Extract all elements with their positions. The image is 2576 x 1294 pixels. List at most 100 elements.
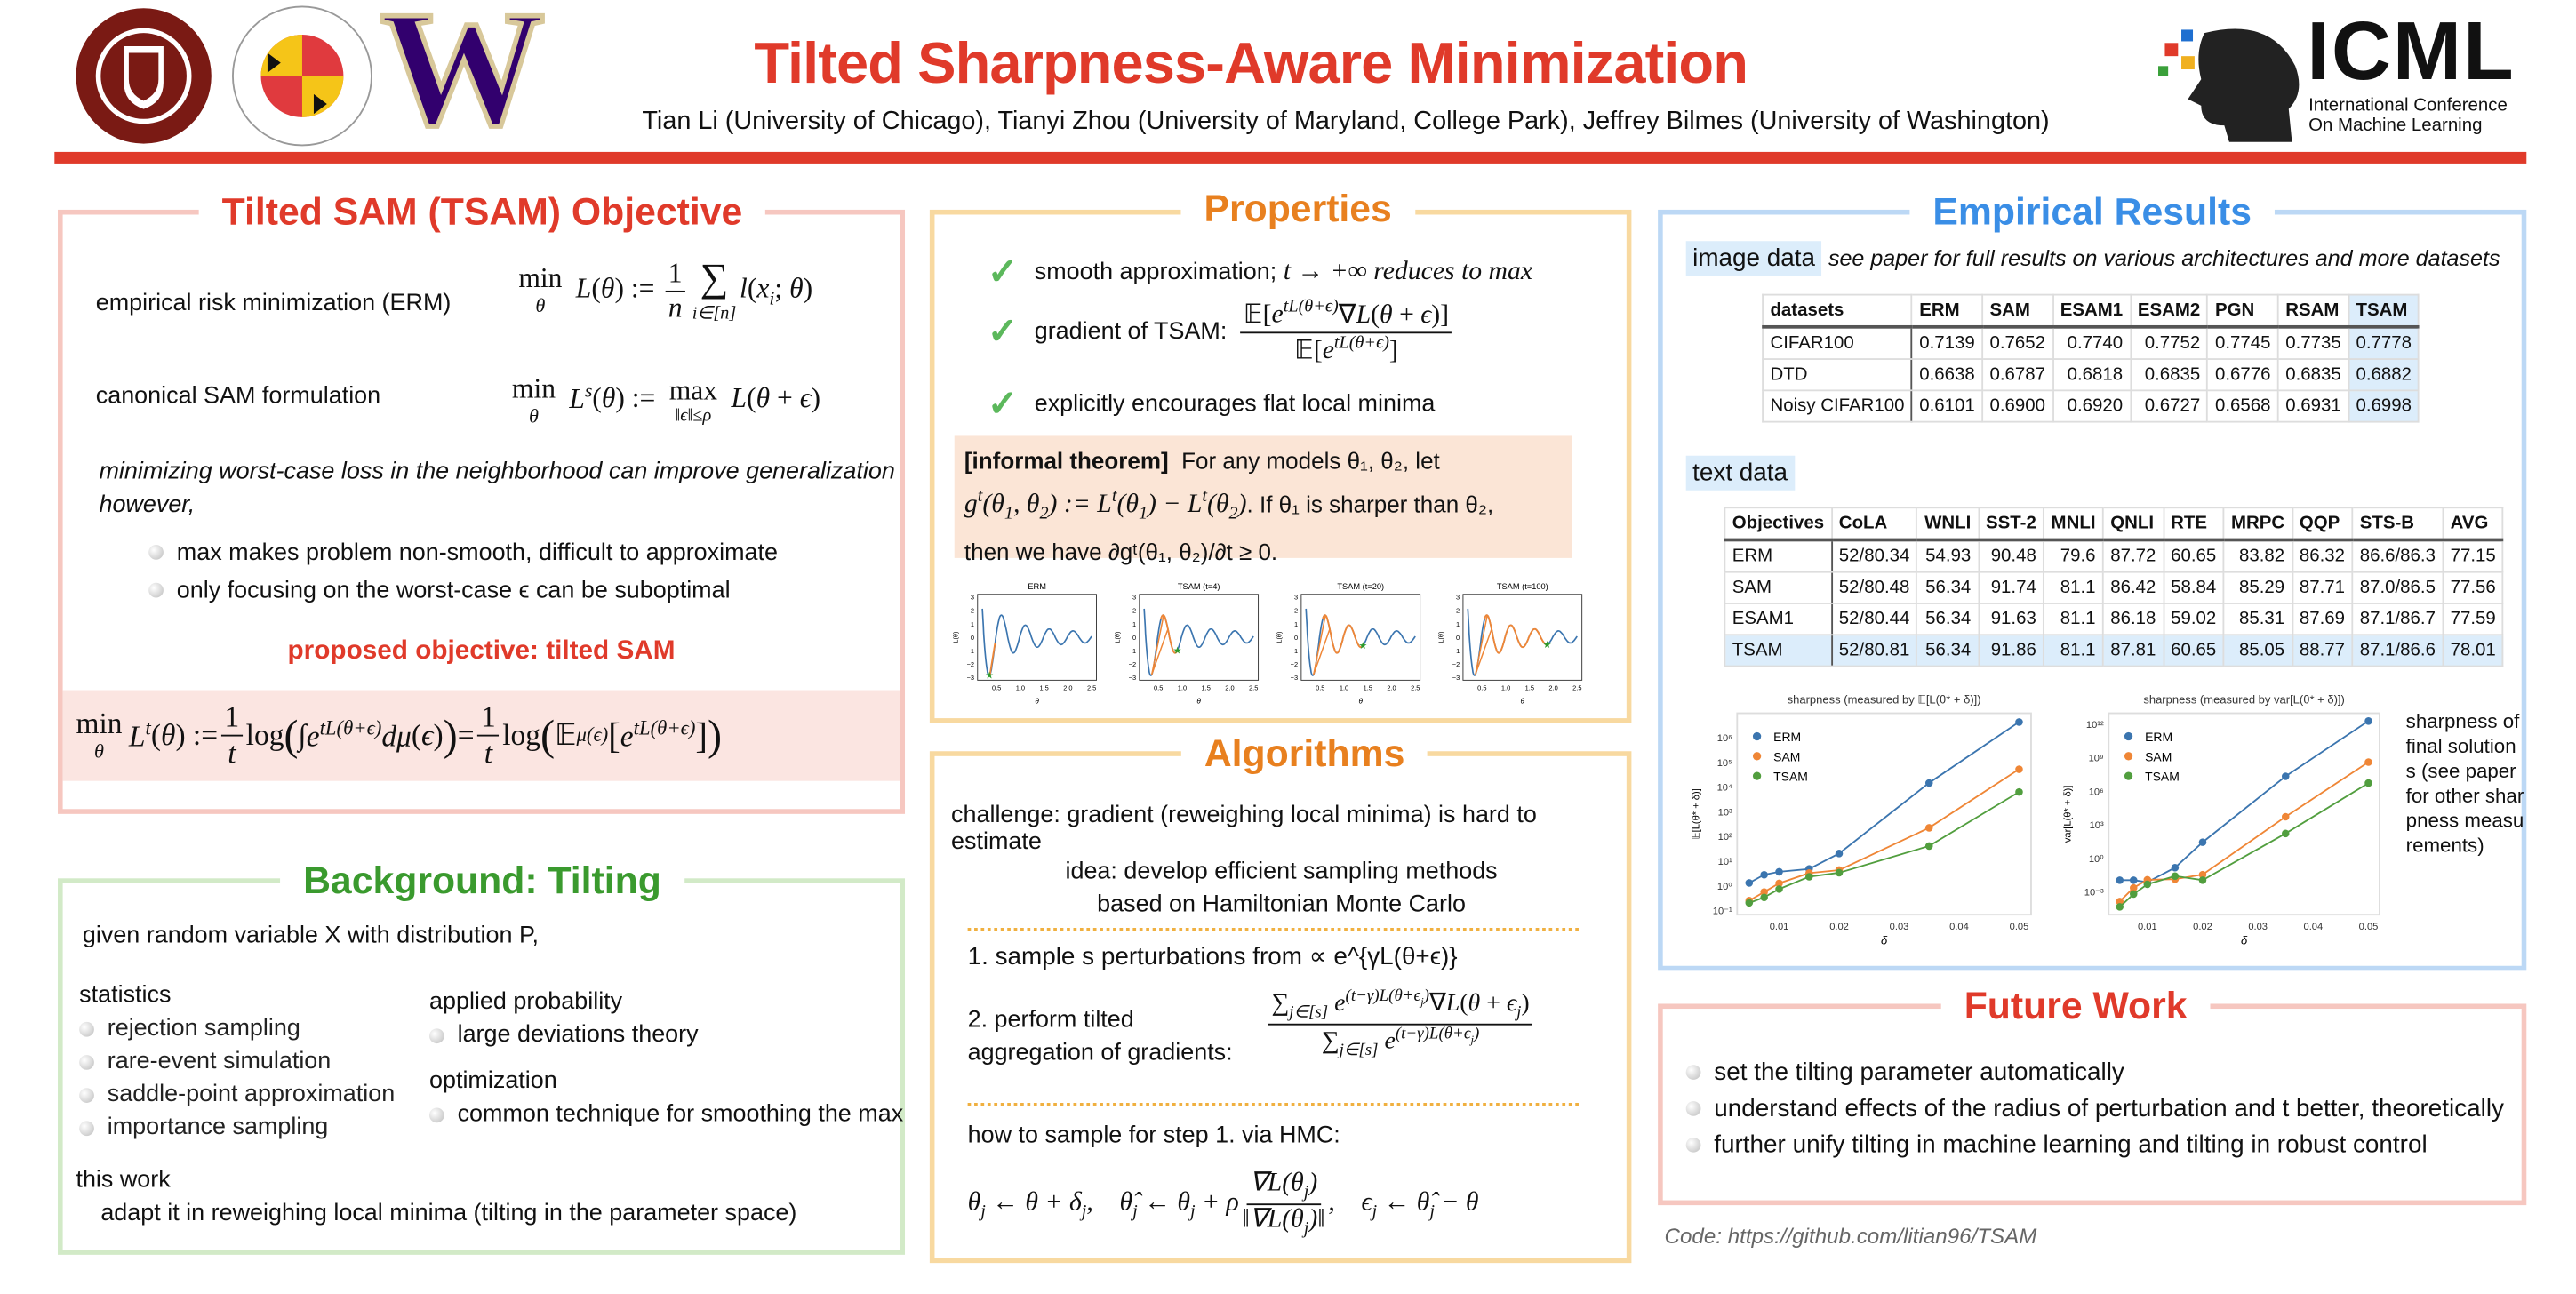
future-work-section: Future Work set the tilting parameter au… xyxy=(1658,984,2527,1206)
y-tick-label: −2 xyxy=(967,660,974,668)
y-tick-label: 1 xyxy=(971,620,974,628)
table-cell: 87.69 xyxy=(2291,603,2354,636)
table-cell: 87.1/86.6 xyxy=(2351,634,2444,667)
property-item: ✓ gradient of TSAM: 𝔼[etL(θ+ϵ)∇L(θ + ϵ)] 𝔼… xyxy=(988,297,1456,367)
chart-title: sharpness (measured by var[L(θ* + δ)]) xyxy=(2143,692,2345,706)
y-tick-label: −2 xyxy=(1291,660,1298,668)
legend-marker xyxy=(2124,771,2133,780)
table-row: Noisy CIFAR100 0.6101 0.6900 0.6920 0.6727 0.… xyxy=(1762,389,2420,423)
table-cell: 87.81 xyxy=(2101,634,2164,667)
property-label: gradient of TSAM: xyxy=(1034,318,1228,346)
table-cell: 87.71 xyxy=(2291,571,2354,604)
objective-bullet: max makes problem non-smooth, difficult … xyxy=(148,535,778,573)
x-axis-label: θ xyxy=(1358,696,1363,705)
data-point xyxy=(2364,779,2372,787)
statistics-group: statistics rejection sampling rare-event … xyxy=(79,979,395,1145)
x-tick-label: 1.0 xyxy=(1016,684,1025,692)
tilted-segment xyxy=(1475,628,1492,675)
loss-curve xyxy=(981,608,1092,676)
image-data-note: see paper for full results on various ar… xyxy=(1828,245,2500,271)
table-cell: 90.48 xyxy=(1977,539,2045,573)
table-cell: 81.1 xyxy=(2043,603,2104,636)
data-point xyxy=(2171,872,2180,881)
table-cell: 0.7778 xyxy=(2348,325,2420,360)
data-point xyxy=(1775,867,1783,876)
y-axis-label: var[L(θ* + δ)] xyxy=(2063,786,2074,843)
icml-logo-text: ICML xyxy=(2307,4,2516,98)
y-tick-label: 10⁹ xyxy=(2089,754,2104,764)
mini-plots: ERM ★ 0.5 1.0 1.5 2.0 2.5 3 2 1 0 −1 −2 −3 θ L(θ) TSAM (… xyxy=(951,578,1588,710)
this-work-heading: this work xyxy=(76,1167,171,1194)
x-tick-label: 0.01 xyxy=(2138,922,2157,932)
code-link[interactable]: https://github.com/litian96/TSAM xyxy=(1727,1223,2037,1249)
table-cell: 86.6/86.3 xyxy=(2351,539,2444,573)
property-label: explicitly encourages flat local minima xyxy=(1034,391,1436,418)
uchicago-logo xyxy=(76,8,212,144)
x-tick-label: 2.5 xyxy=(1572,684,1581,692)
y-tick-label: 2 xyxy=(1132,607,1136,615)
proposed-label: proposed objective: tilted SAM xyxy=(287,637,676,666)
table-cell: 0.7745 xyxy=(2206,325,2279,360)
table-cell: 54.93 xyxy=(1916,539,1980,573)
statistics-item: saddle-point approximation xyxy=(79,1078,395,1111)
this-work-text: adapt it in reweighing local minima (til… xyxy=(100,1200,797,1227)
y-axis-label: 𝔼[L(θ* + δ)] xyxy=(1692,788,1702,839)
algorithms-title: Algorithms xyxy=(1180,731,1428,777)
data-point xyxy=(1924,779,1933,787)
x-tick-label: 1.5 xyxy=(1525,684,1534,692)
column-header: CoLA xyxy=(1830,507,1918,542)
y-tick-label: 10³ xyxy=(2090,820,2104,831)
table-cell: 0.6818 xyxy=(2052,358,2132,392)
column-header: MRPC xyxy=(2222,507,2293,542)
data-point xyxy=(1775,879,1783,888)
table-cell: 81.1 xyxy=(2043,571,2104,604)
data-point xyxy=(2281,829,2290,838)
tilted-segment xyxy=(1475,615,1488,675)
theorem-text: then we have ∂gᵗ(θ₁, θ₂)/∂t ≥ 0. xyxy=(964,537,1278,564)
text-data-header: text data xyxy=(1685,455,1795,491)
legend-marker xyxy=(2124,752,2133,761)
column-header: TSAM xyxy=(2348,293,2420,329)
data-point xyxy=(1924,824,1933,832)
applied-item: large deviations theory xyxy=(429,1018,903,1051)
properties-title: Properties xyxy=(1180,186,1415,232)
plot-frame xyxy=(1736,712,2032,916)
column-header: ERM xyxy=(1910,293,1984,329)
data-point xyxy=(1745,899,1754,907)
future-item: further unify tilting in machine learnin… xyxy=(1685,1128,2504,1164)
x-tick-label: 1.0 xyxy=(1501,684,1510,692)
table-cell: SAM xyxy=(1724,571,1833,604)
table-cell: 77.56 xyxy=(2442,571,2505,604)
x-tick-label: 0.04 xyxy=(2304,922,2324,932)
table-cell: 0.6900 xyxy=(1981,389,2054,423)
sharpness-note: sharpness of final solutions (see paper … xyxy=(2405,709,2524,858)
hmc-formula: θj ← θ + δj, θ̂j ← θj + ρ ∇L(θj) ‖∇L(θj)‖,… xyxy=(967,1169,1479,1239)
tilted-segment xyxy=(1313,628,1331,675)
data-point xyxy=(2198,838,2207,846)
x-tick-label: 2.0 xyxy=(1387,684,1396,692)
plot-frame xyxy=(1300,594,1421,681)
plot-title: TSAM (t=100) xyxy=(1497,582,1548,591)
objective-title: Tilted SAM (TSAM) Objective xyxy=(198,189,766,235)
x-tick-label: 1.5 xyxy=(1364,684,1372,692)
table-cell: 0.6835 xyxy=(2129,358,2209,392)
y-tick-label: 10⁶ xyxy=(2089,787,2104,797)
table-cell: 56.34 xyxy=(1916,603,1980,636)
step1-text: 1. sample s perturbations from ∝ e^{γL(θ… xyxy=(967,942,1458,971)
checkmark-icon: ✓ xyxy=(987,382,1019,425)
plot-title: TSAM (t=20) xyxy=(1337,582,1384,591)
table-cell: TSAM xyxy=(1724,634,1833,667)
y-tick-label: 1 xyxy=(1456,620,1460,628)
legend-label: TSAM xyxy=(2145,770,2180,784)
x-axis-label: δ xyxy=(1881,934,1888,947)
table-cell: 59.02 xyxy=(2162,603,2225,636)
table-cell: 87.0/86.5 xyxy=(2351,571,2444,604)
tilted-segment xyxy=(1150,615,1164,675)
table-cell: 87.1/86.7 xyxy=(2351,603,2444,636)
data-point xyxy=(2281,812,2290,821)
table-cell: 77.15 xyxy=(2442,539,2505,573)
y-tick-label: −2 xyxy=(1129,660,1136,668)
sharpness-expectation-chart: sharpness (measured by 𝔼[L(θ* + δ)]) 10⁻¹… xyxy=(1692,692,2032,947)
table-cell: 0.6638 xyxy=(1910,358,1984,392)
y-tick-label: 10⁻³ xyxy=(2084,888,2104,899)
